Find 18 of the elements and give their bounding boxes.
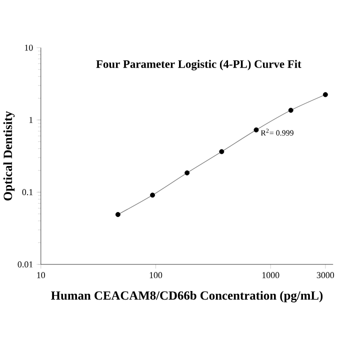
- text: Four Parameter Logistic (4-PL) Curve Fit: [96, 60, 302, 70]
- y-tick-label: 1: [29, 117, 33, 123]
- y-tick-label: 0.1: [22, 189, 33, 196]
- point: [322, 92, 328, 98]
- point: [115, 212, 120, 218]
- y-axis-title: Optical Dentisity: [3, 111, 15, 201]
- point: [150, 192, 156, 198]
- x-tick-label: 100: [150, 272, 162, 278]
- point: [184, 170, 190, 176]
- y-tick-label: 0.01: [18, 261, 33, 268]
- x-axis-title: Human CEACAM8/CD66b Concentration (pg/mL): [51, 291, 323, 302]
- x-tick-label: 10: [37, 272, 46, 278]
- point: [288, 108, 294, 113]
- x-tick-label: 1000: [262, 272, 280, 278]
- y-tick-label: 10: [24, 44, 33, 51]
- point: [254, 127, 259, 132]
- point: [219, 149, 224, 154]
- x-tick-label: 3000: [316, 272, 334, 278]
